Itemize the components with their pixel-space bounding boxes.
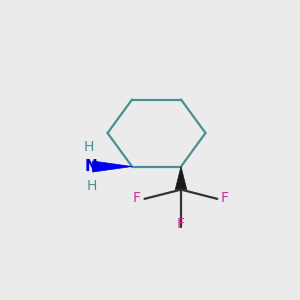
Polygon shape bbox=[175, 167, 187, 190]
Text: F: F bbox=[177, 217, 185, 231]
Text: H: H bbox=[84, 140, 94, 154]
Text: F: F bbox=[133, 191, 141, 205]
Polygon shape bbox=[92, 161, 132, 172]
Text: N: N bbox=[85, 159, 97, 174]
Text: H: H bbox=[86, 179, 97, 193]
Text: F: F bbox=[221, 191, 229, 205]
